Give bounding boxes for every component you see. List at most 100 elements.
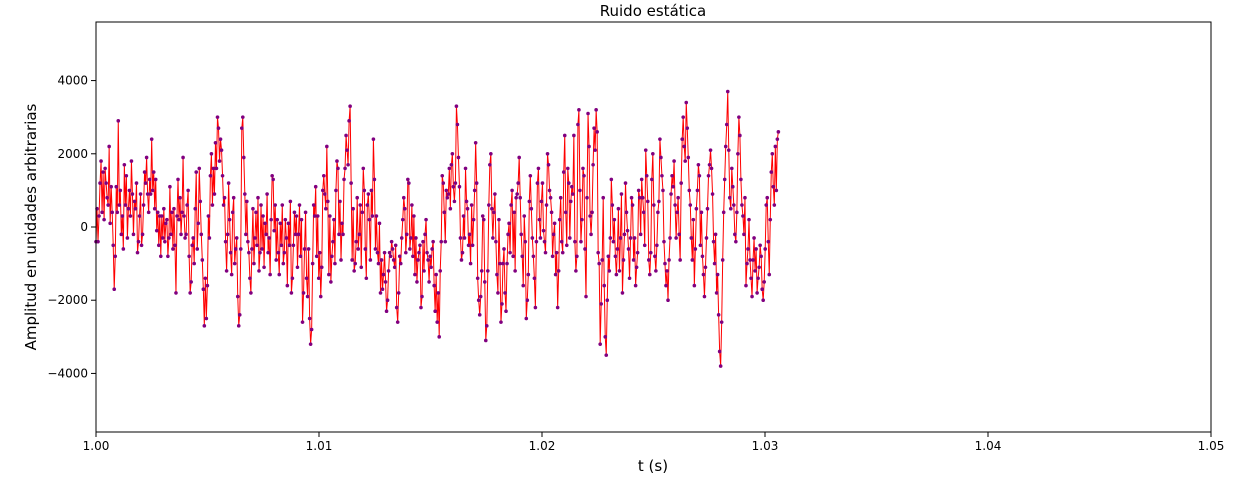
data-point: [315, 214, 320, 218]
data-point: [320, 188, 325, 193]
data-point: [646, 258, 651, 262]
data-point: [262, 265, 266, 270]
data-point: [564, 243, 569, 248]
data-point: [164, 221, 168, 226]
data-point: [414, 236, 418, 240]
data-point: [684, 100, 689, 105]
data-point: [274, 258, 279, 262]
data-point: [415, 280, 419, 284]
data-point: [187, 254, 191, 259]
data-point: [473, 141, 478, 145]
data-point: [561, 170, 566, 174]
data-point: [759, 254, 763, 259]
data-point: [588, 214, 592, 218]
data-point: [707, 162, 712, 167]
data-point: [152, 206, 157, 211]
data-point: [749, 276, 753, 281]
data-point: [479, 269, 484, 273]
data-point: [325, 144, 329, 149]
data-point: [770, 151, 775, 156]
data-point: [153, 177, 158, 182]
data-point: [371, 137, 376, 141]
data-point: [458, 236, 463, 240]
data-point: [703, 265, 708, 270]
data-point: [179, 232, 183, 237]
data-point: [508, 250, 512, 255]
data-point: [210, 203, 215, 207]
data-point: [402, 206, 407, 211]
data-point: [649, 250, 653, 255]
data-point: [594, 108, 598, 112]
series-layer: [94, 89, 781, 368]
data-point: [585, 195, 589, 200]
data-point: [517, 155, 521, 160]
data-point: [125, 236, 130, 240]
data-point: [319, 265, 324, 270]
data-point: [174, 291, 178, 295]
data-point: [735, 210, 739, 215]
data-point: [582, 173, 586, 178]
data-point: [282, 250, 287, 255]
data-point: [135, 250, 140, 255]
data-point: [528, 173, 533, 178]
data-point: [681, 115, 685, 119]
data-point: [527, 199, 532, 204]
data-point: [713, 232, 718, 237]
data-point: [285, 283, 290, 288]
data-point: [131, 232, 136, 237]
data-point: [324, 206, 328, 211]
data-point: [268, 272, 272, 277]
data-point: [286, 221, 291, 226]
data-point: [538, 236, 543, 240]
data-point: [132, 199, 137, 204]
data-point: [486, 269, 490, 273]
data-point: [246, 239, 250, 244]
data-point: [682, 144, 687, 149]
data-point: [173, 243, 177, 248]
data-point: [270, 173, 274, 178]
data-point: [316, 276, 321, 281]
data-point: [492, 210, 496, 215]
data-point: [706, 173, 711, 178]
data-point: [269, 217, 273, 222]
data-point: [309, 327, 314, 332]
data-point: [567, 181, 571, 185]
data-point: [530, 236, 535, 240]
data-point: [396, 291, 401, 295]
data-point: [743, 195, 747, 200]
data-point: [272, 228, 276, 233]
data-point: [232, 261, 237, 266]
data-point: [614, 272, 619, 277]
data-point: [425, 250, 429, 255]
data-point: [323, 192, 327, 196]
data-point: [121, 247, 126, 251]
data-point: [312, 214, 317, 218]
data-point: [356, 247, 361, 251]
data-point: [255, 243, 259, 248]
data-point: [420, 294, 424, 299]
data-point: [203, 276, 208, 281]
data-point: [654, 269, 658, 273]
data-point: [410, 203, 414, 207]
data-point: [633, 283, 638, 288]
data-point: [349, 181, 353, 185]
data-point: [400, 217, 405, 222]
x-tick-label: 1.04: [975, 439, 1002, 453]
data-point: [674, 236, 678, 240]
data-point: [484, 324, 489, 328]
data-point: [101, 170, 105, 174]
data-point: [531, 254, 536, 259]
data-point: [604, 353, 609, 357]
data-point: [199, 232, 204, 237]
data-point: [559, 239, 564, 244]
data-point: [290, 276, 295, 281]
data-point: [288, 199, 293, 204]
data-point: [630, 203, 635, 207]
data-point: [668, 236, 672, 240]
data-point: [428, 254, 432, 259]
data-point: [476, 298, 481, 303]
data-point: [704, 236, 709, 240]
data-point: [701, 272, 706, 277]
data-point: [318, 294, 323, 299]
data-point: [768, 217, 773, 222]
